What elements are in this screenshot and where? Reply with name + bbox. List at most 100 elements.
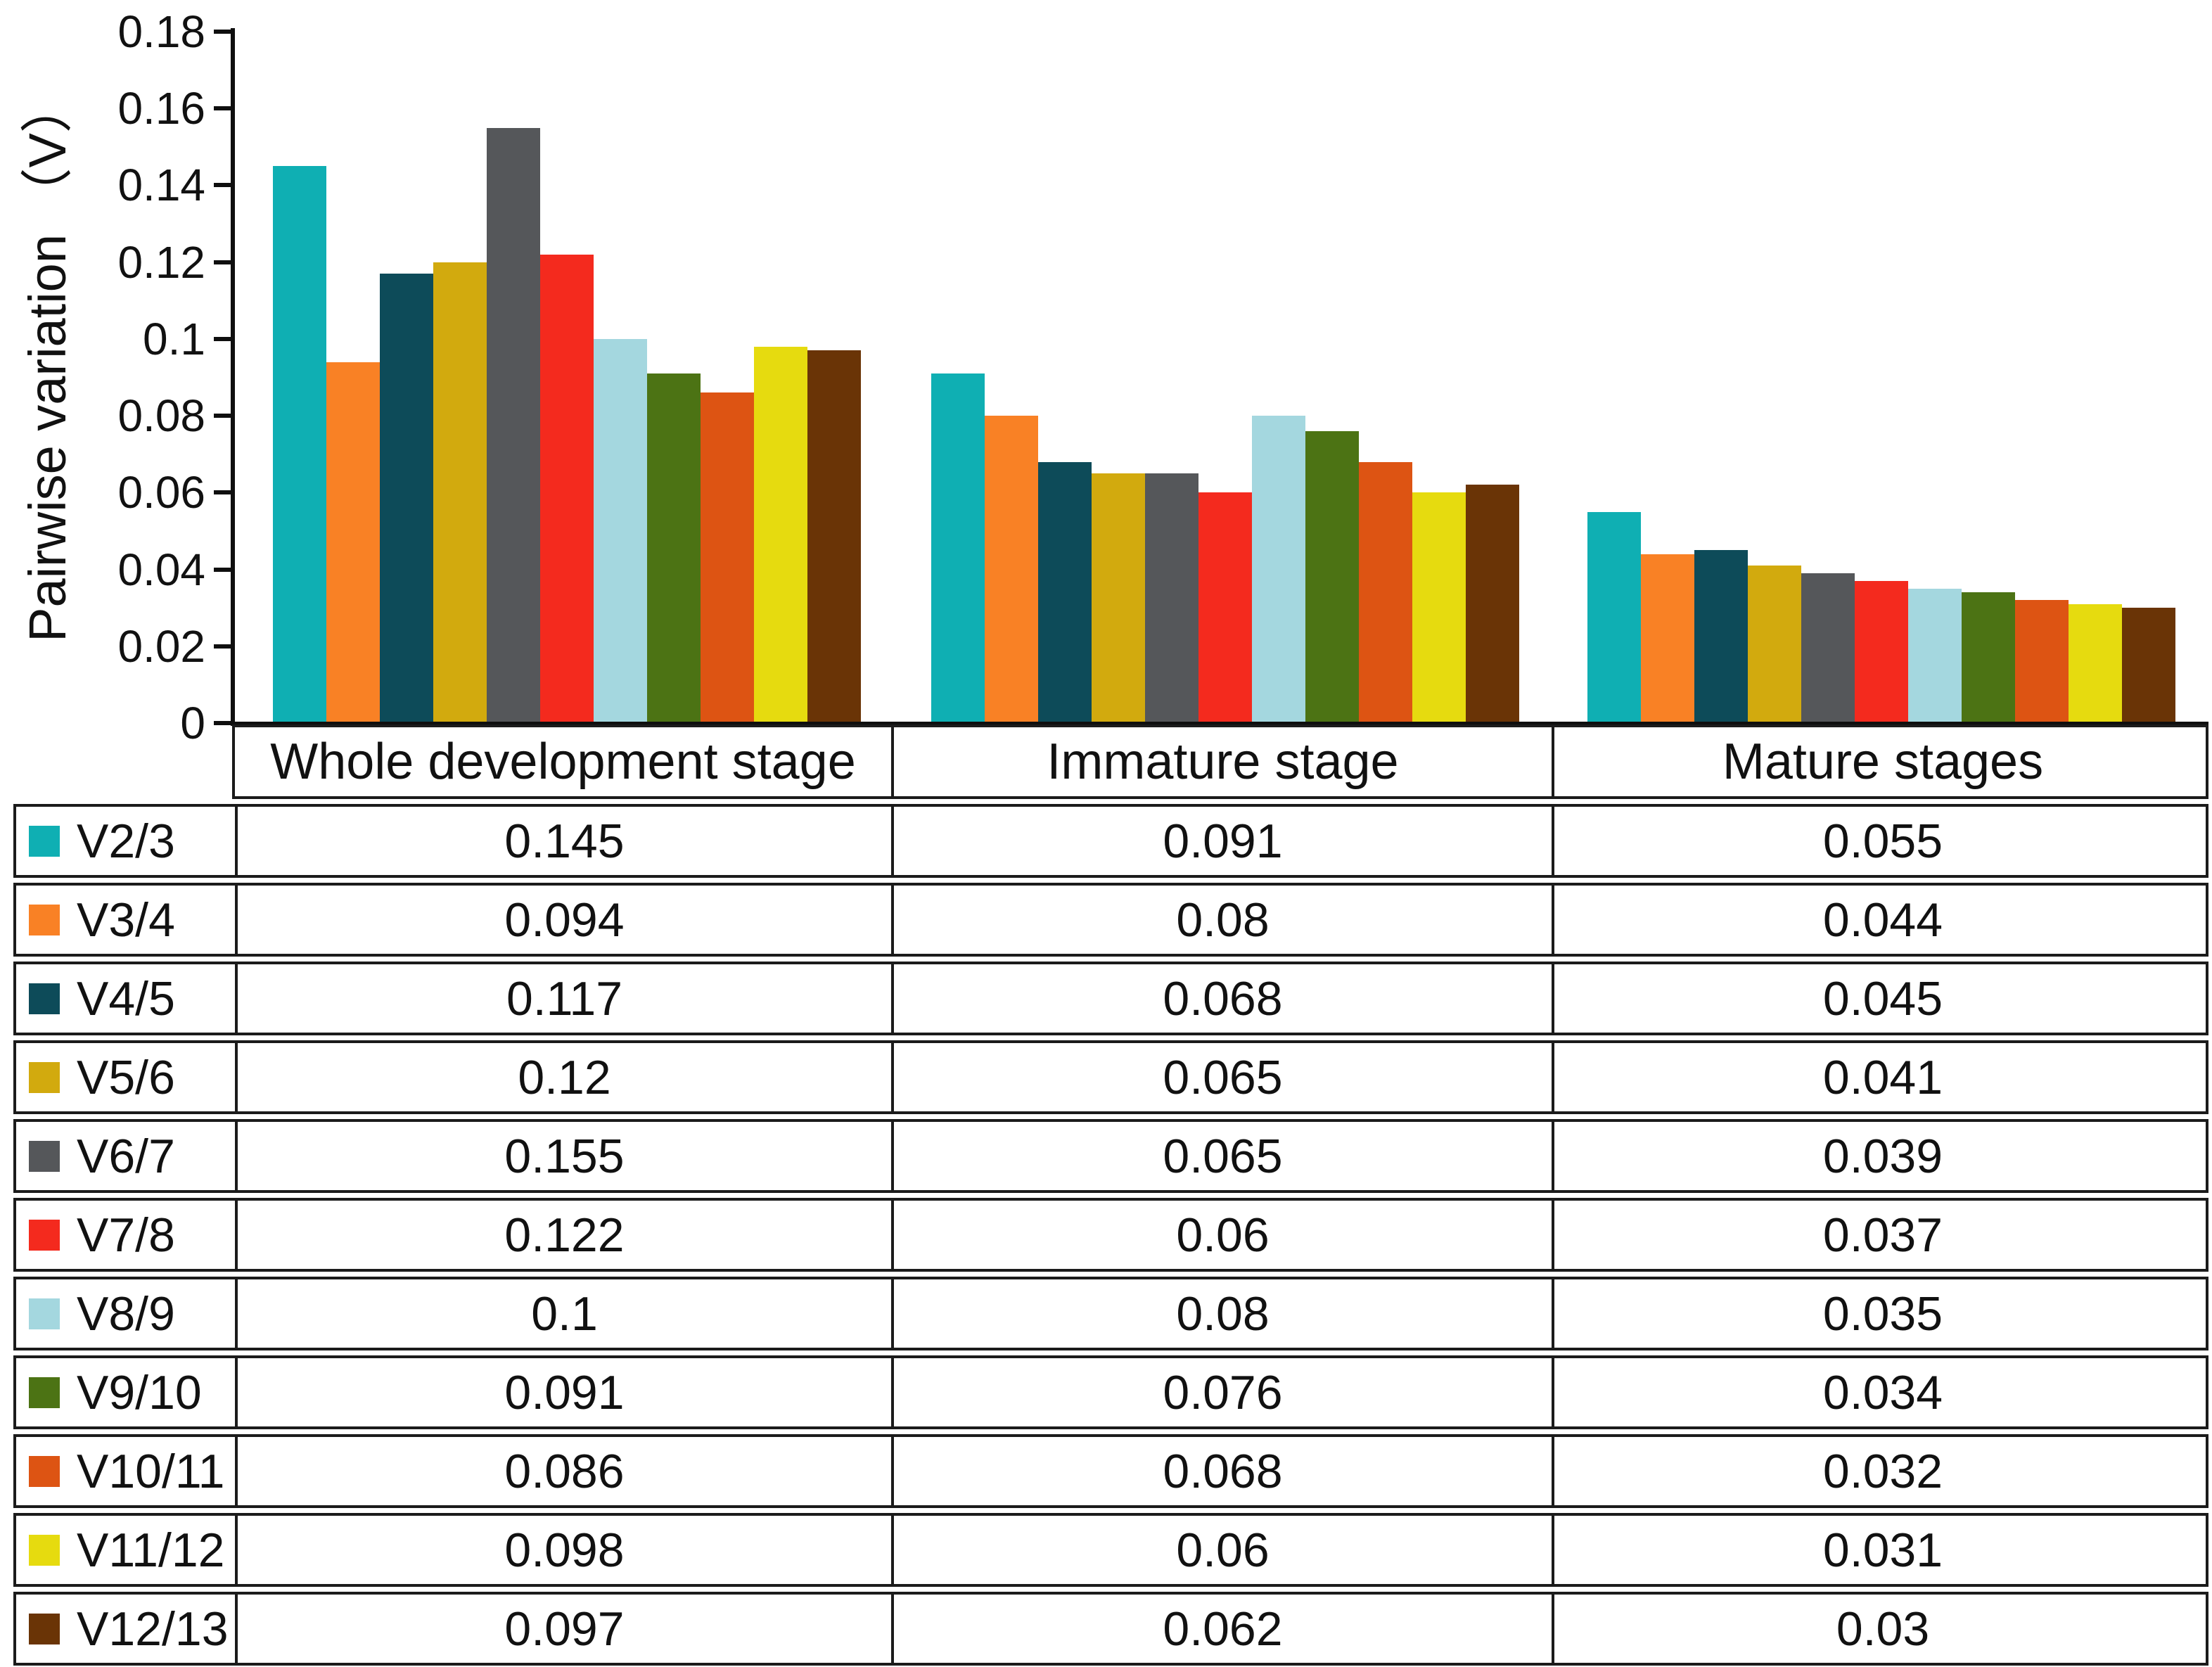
bar-V8-9-category-0	[594, 339, 647, 723]
table-value-cell: 0.098	[235, 1516, 891, 1584]
legend-cell: V6/7	[16, 1122, 235, 1190]
table-header-row: Whole development stage Immature stage M…	[232, 724, 2208, 799]
legend-swatch-icon	[29, 1140, 60, 1172]
bar-V9-10-category-2	[1962, 592, 2015, 723]
table-row: V8/9 0.1 0.08 0.035	[13, 1277, 2208, 1350]
bar-V5-6-category-1	[1092, 473, 1145, 723]
bar-V2-3-category-1	[931, 373, 985, 723]
y-tick-label: 0.18	[117, 6, 205, 57]
table-value-cell: 0.076	[891, 1358, 1552, 1426]
bar-V8-9-category-2	[1908, 589, 1962, 723]
legend-cell: V8/9	[16, 1279, 235, 1348]
y-tick-label: 0.1	[143, 313, 205, 364]
x-axis-baseline	[231, 722, 2208, 726]
y-tick-label: 0.04	[117, 544, 205, 595]
legend-swatch-icon	[29, 1061, 60, 1093]
bar-V4-5-category-2	[1694, 550, 1748, 723]
y-tick-label: 0.06	[117, 467, 205, 518]
bar-V8-9-category-1	[1252, 416, 1305, 723]
y-axis-line	[231, 28, 235, 726]
legend-cell: V9/10	[16, 1358, 235, 1426]
table-value-cell: 0.145	[235, 807, 891, 875]
y-tick-label: 0	[180, 698, 205, 748]
bar-V9-10-category-1	[1305, 431, 1359, 723]
table-value-cell: 0.045	[1552, 964, 2211, 1033]
legend-cell: V7/8	[16, 1201, 235, 1269]
table-header-whole-development-stage: Whole development stage	[270, 734, 856, 790]
table-value-cell: 0.032	[1552, 1437, 2211, 1505]
table-value-cell: 0.091	[235, 1358, 891, 1426]
table-row: V10/11 0.086 0.068 0.032	[13, 1434, 2208, 1508]
legend-label: V3/4	[77, 893, 175, 947]
legend-swatch-icon	[29, 1613, 60, 1644]
table-value-cell: 0.155	[235, 1122, 891, 1190]
table-value-cell: 0.055	[1552, 807, 2211, 875]
legend-label: V6/7	[77, 1129, 175, 1183]
bar-V10-11-category-0	[701, 392, 754, 723]
table-value-cell: 0.065	[891, 1122, 1552, 1190]
bar-V12-13-category-0	[807, 350, 861, 723]
legend-swatch-icon	[29, 1298, 60, 1329]
y-tick-label: 0.12	[117, 236, 205, 288]
legend-cell: V4/5	[16, 964, 235, 1033]
bar-V11-12-category-2	[2069, 604, 2122, 723]
table-header-immature-stage: Immature stage	[891, 727, 1552, 796]
table-row: V3/4 0.094 0.08 0.044	[13, 883, 2208, 957]
table-value-cell: 0.097	[235, 1595, 891, 1663]
table-value-cell: 0.068	[891, 964, 1552, 1033]
bar-V10-11-category-2	[2015, 600, 2069, 723]
table-value-cell: 0.037	[1552, 1201, 2211, 1269]
table-value-cell: 0.044	[1552, 886, 2211, 954]
legend-label: V4/5	[77, 971, 175, 1026]
y-tick-label: 0.14	[117, 160, 205, 211]
legend-swatch-icon	[29, 983, 60, 1014]
table-value-cell: 0.08	[891, 1279, 1552, 1348]
legend-cell: V10/11	[16, 1437, 235, 1505]
legend-label: V12/13	[77, 1602, 229, 1656]
bar-V3-4-category-0	[326, 362, 380, 723]
table-row: V5/6 0.12 0.065 0.041	[13, 1040, 2208, 1114]
bar-V6-7-category-1	[1145, 473, 1198, 723]
table-row: V6/7 0.155 0.065 0.039	[13, 1119, 2208, 1193]
bar-V9-10-category-0	[647, 373, 701, 723]
table-value-cell: 0.094	[235, 886, 891, 954]
y-tick-mark	[214, 260, 232, 264]
y-tick-label: 0.08	[117, 390, 205, 442]
table-value-cell: 0.12	[235, 1043, 891, 1111]
bar-V5-6-category-2	[1748, 566, 1801, 723]
legend-cell: V2/3	[16, 807, 235, 875]
legend-swatch-icon	[29, 825, 60, 857]
legend-swatch-icon	[29, 904, 60, 935]
table-row: V11/12 0.098 0.06 0.031	[13, 1513, 2208, 1587]
table-value-cell: 0.06	[891, 1201, 1552, 1269]
table-value-cell: 0.122	[235, 1201, 891, 1269]
legend-label: V7/8	[77, 1208, 175, 1262]
bar-V6-7-category-0	[487, 128, 540, 723]
table-value-cell: 0.086	[235, 1437, 891, 1505]
table-header-mature-stages: Mature stages	[1552, 727, 2211, 796]
bar-V12-13-category-2	[2122, 608, 2175, 723]
y-tick-label: 0.16	[117, 83, 205, 134]
bar-V6-7-category-2	[1801, 573, 1855, 723]
legend-label: V8/9	[77, 1286, 175, 1341]
table-row: V9/10 0.091 0.076 0.034	[13, 1355, 2208, 1429]
bar-V11-12-category-0	[754, 347, 807, 723]
table-value-cell: 0.034	[1552, 1358, 2211, 1426]
table-value-cell: 0.08	[891, 886, 1552, 954]
y-tick-mark	[214, 414, 232, 419]
legend-label: V9/10	[77, 1365, 202, 1419]
legend-swatch-icon	[29, 1455, 60, 1487]
y-tick-mark	[214, 30, 232, 34]
bar-V7-8-category-1	[1198, 492, 1252, 723]
bar-V10-11-category-1	[1359, 462, 1412, 723]
y-tick-mark	[214, 106, 232, 111]
bar-V3-4-category-1	[985, 416, 1038, 723]
legend-cell: V3/4	[16, 886, 235, 954]
legend-label: V11/12	[77, 1523, 225, 1577]
bar-V11-12-category-1	[1412, 492, 1466, 723]
table-row: V7/8 0.122 0.06 0.037	[13, 1198, 2208, 1272]
bar-V5-6-category-0	[433, 262, 487, 723]
bar-V2-3-category-0	[273, 166, 326, 723]
table-value-cell: 0.091	[891, 807, 1552, 875]
